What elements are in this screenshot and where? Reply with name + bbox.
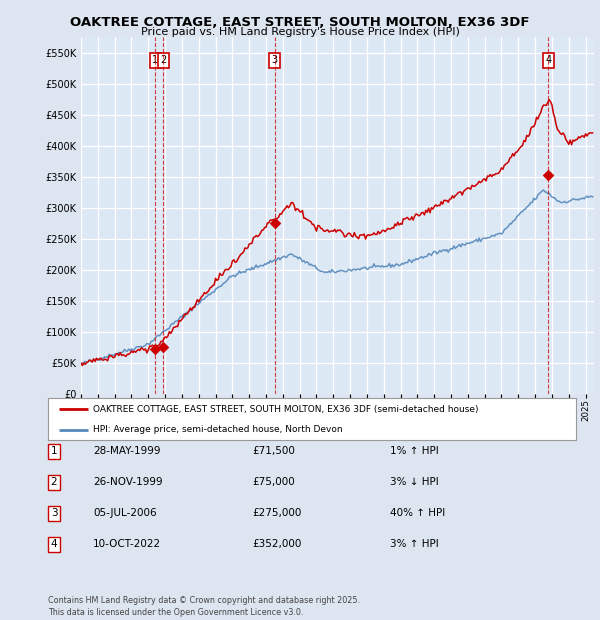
Point <box>544 170 553 180</box>
Text: 26-NOV-1999: 26-NOV-1999 <box>93 477 163 487</box>
Text: 05-JUL-2006: 05-JUL-2006 <box>93 508 157 518</box>
Text: Contains HM Land Registry data © Crown copyright and database right 2025.
This d: Contains HM Land Registry data © Crown c… <box>48 596 360 617</box>
Point <box>270 218 280 228</box>
Text: OAKTREE COTTAGE, EAST STREET, SOUTH MOLTON, EX36 3DF (semi-detached house): OAKTREE COTTAGE, EAST STREET, SOUTH MOLT… <box>93 404 478 414</box>
Text: OAKTREE COTTAGE, EAST STREET, SOUTH MOLTON, EX36 3DF: OAKTREE COTTAGE, EAST STREET, SOUTH MOLT… <box>70 16 530 29</box>
Text: 4: 4 <box>50 539 58 549</box>
Text: 1% ↑ HPI: 1% ↑ HPI <box>390 446 439 456</box>
Text: 28-MAY-1999: 28-MAY-1999 <box>93 446 161 456</box>
Text: HPI: Average price, semi-detached house, North Devon: HPI: Average price, semi-detached house,… <box>93 425 343 434</box>
Point <box>158 342 168 352</box>
Text: 1: 1 <box>50 446 58 456</box>
Text: 3% ↑ HPI: 3% ↑ HPI <box>390 539 439 549</box>
Point <box>151 345 160 355</box>
Text: 3% ↓ HPI: 3% ↓ HPI <box>390 477 439 487</box>
Text: 1: 1 <box>152 55 158 65</box>
Text: 3: 3 <box>272 55 278 65</box>
Text: 2: 2 <box>50 477 58 487</box>
Text: 10-OCT-2022: 10-OCT-2022 <box>93 539 161 549</box>
Text: 40% ↑ HPI: 40% ↑ HPI <box>390 508 445 518</box>
Text: 2: 2 <box>160 55 167 65</box>
Text: £75,000: £75,000 <box>252 477 295 487</box>
Text: Price paid vs. HM Land Registry's House Price Index (HPI): Price paid vs. HM Land Registry's House … <box>140 27 460 37</box>
Text: 3: 3 <box>50 508 58 518</box>
Text: £71,500: £71,500 <box>252 446 295 456</box>
Text: £352,000: £352,000 <box>252 539 301 549</box>
Text: £275,000: £275,000 <box>252 508 301 518</box>
Text: 4: 4 <box>545 55 551 65</box>
